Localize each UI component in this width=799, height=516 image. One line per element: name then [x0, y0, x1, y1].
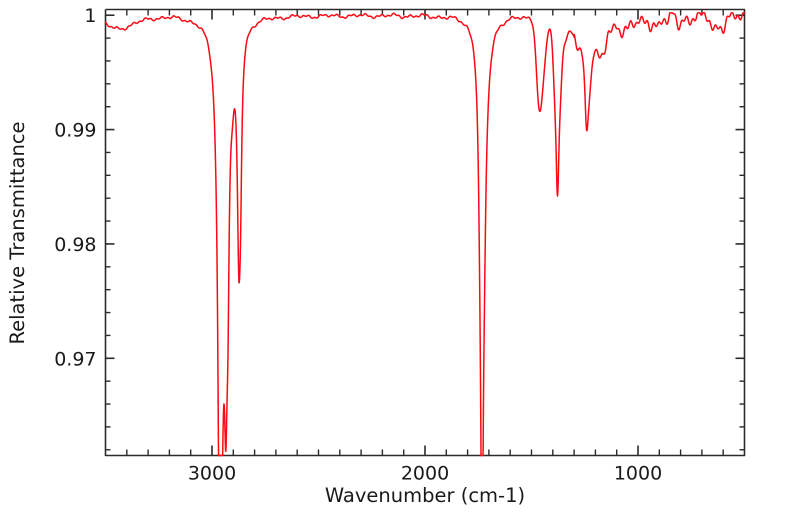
x-tick-label: 2000	[401, 463, 449, 485]
x-axis-label: Wavenumber (cm-1)	[325, 484, 525, 507]
spectrum-trace	[104, 12, 746, 457]
y-tick-label: 0.99	[54, 120, 96, 142]
y-axis-tick-labels: 1 0.99 0.98 0.97	[54, 5, 96, 370]
x-axis-ticks	[126, 9, 724, 456]
y-tick-label: 0.98	[54, 234, 96, 256]
y-axis-label: Relative Transmittance	[6, 121, 29, 344]
y-axis-ticks	[105, 14, 745, 451]
x-tick-label: 1000	[614, 463, 662, 485]
y-tick-label: 0.97	[54, 348, 96, 370]
x-axis-tick-labels: 3000 2000 1000	[188, 463, 662, 485]
plot-frame	[104, 8, 746, 457]
x-tick-label: 3000	[188, 463, 236, 485]
y-tick-label: 1	[84, 5, 96, 27]
